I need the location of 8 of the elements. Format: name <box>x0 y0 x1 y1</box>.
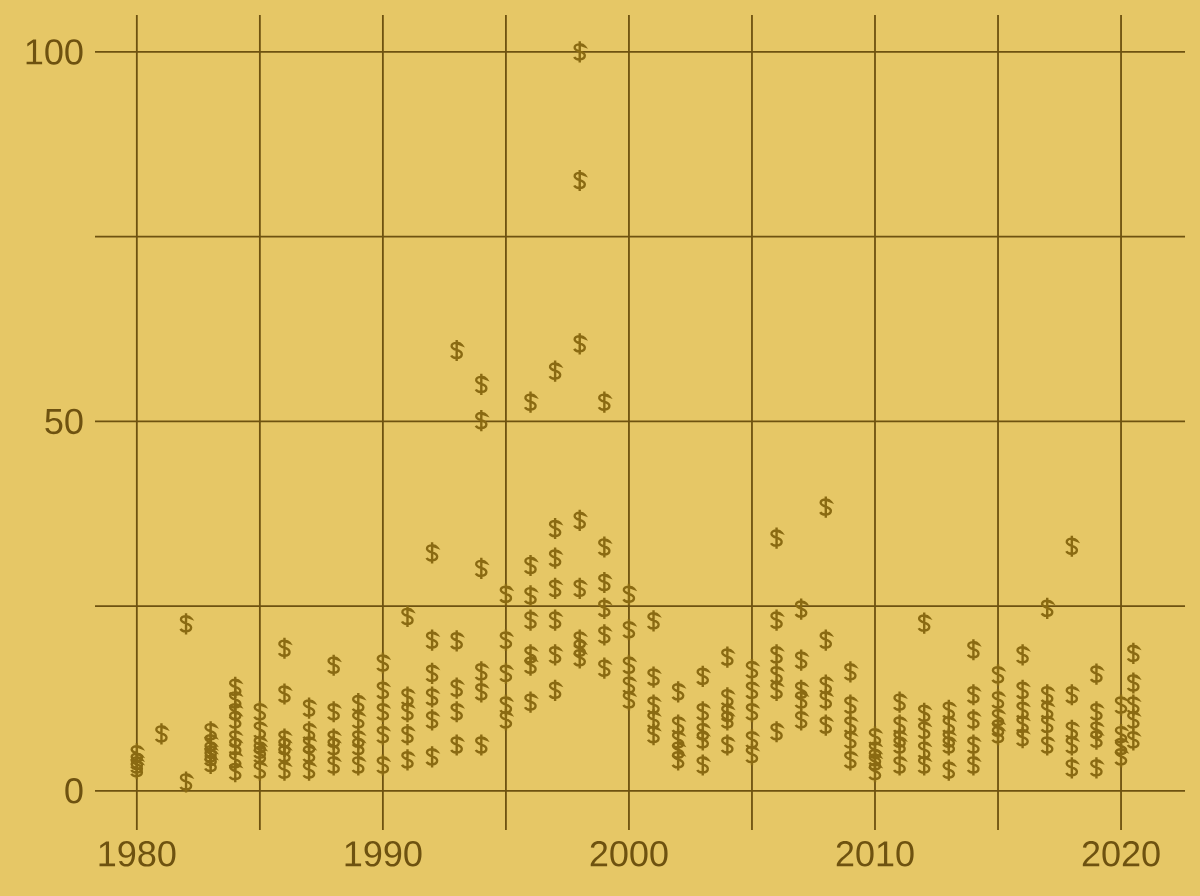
y-tick-label: 0 <box>65 778 83 804</box>
y-tick-label: 50 <box>45 408 83 435</box>
y-tick-label: 100 <box>26 39 83 65</box>
x-tick-label: 2020 <box>1082 841 1160 867</box>
x-tick-label: 2000 <box>590 841 668 867</box>
x-tick-label: 1990 <box>345 841 422 867</box>
x-tick-label: 1980 <box>99 841 176 867</box>
x-tick-label: 2010 <box>836 841 914 867</box>
